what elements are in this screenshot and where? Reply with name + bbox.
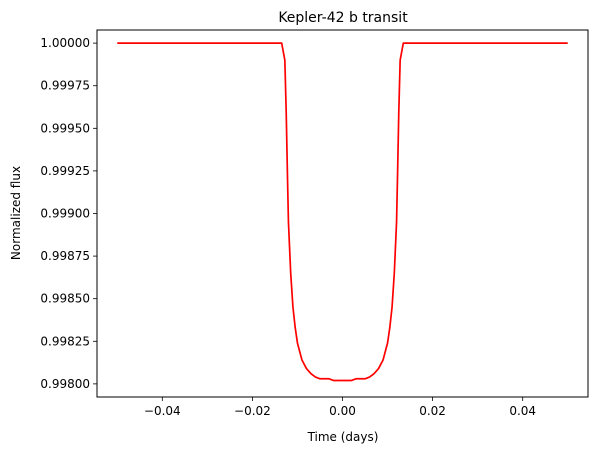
x-tick-label: −0.02 bbox=[234, 404, 271, 418]
x-axis-label: Time (days) bbox=[307, 430, 379, 444]
x-tick-label: 0.04 bbox=[509, 404, 536, 418]
y-tick-label: 0.99950 bbox=[40, 121, 90, 135]
y-tick-label: 1.00000 bbox=[40, 36, 90, 50]
y-tick-label: 0.99975 bbox=[40, 79, 90, 93]
y-tick-label: 0.99800 bbox=[40, 377, 90, 391]
y-tick-label: 0.99925 bbox=[40, 164, 90, 178]
chart-title: Kepler-42 b transit bbox=[278, 10, 408, 26]
y-axis-label: Normalized flux bbox=[9, 166, 23, 260]
x-axis-ticks: −0.04 −0.02 0.00 0.02 0.04 bbox=[144, 397, 536, 418]
x-tick-label: −0.04 bbox=[144, 404, 181, 418]
y-tick-label: 0.99900 bbox=[40, 207, 90, 221]
y-tick-label: 0.99875 bbox=[40, 249, 90, 263]
plot-area-frame bbox=[96, 29, 589, 398]
x-tick-label: 0.02 bbox=[419, 404, 446, 418]
transit-light-curve bbox=[117, 42, 568, 382]
x-tick-label: 0.00 bbox=[329, 404, 356, 418]
y-axis-ticks: 0.99800 0.99825 0.99850 0.99875 0.99900 0.999… bbox=[40, 36, 97, 391]
y-tick-label: 0.99850 bbox=[40, 292, 90, 306]
y-tick-label: 0.99825 bbox=[40, 334, 90, 348]
